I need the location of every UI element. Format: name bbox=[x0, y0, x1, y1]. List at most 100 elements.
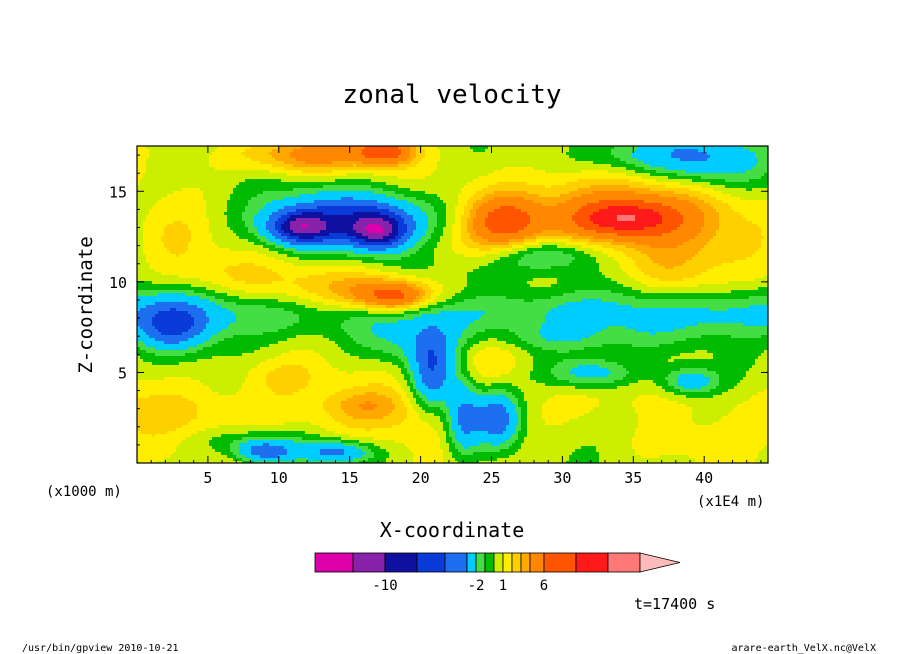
field-cell bbox=[233, 167, 236, 170]
field-cell bbox=[599, 179, 602, 182]
field-cell bbox=[527, 203, 530, 206]
field-cell bbox=[725, 188, 728, 191]
field-cell bbox=[329, 194, 332, 197]
field-cell bbox=[599, 152, 602, 155]
field-cell bbox=[710, 185, 713, 188]
field-cell bbox=[659, 188, 662, 191]
field-cell bbox=[503, 176, 506, 179]
field-cell bbox=[671, 152, 674, 155]
field-cell bbox=[287, 164, 290, 167]
field-cell bbox=[566, 155, 569, 158]
field-cell bbox=[269, 197, 272, 200]
field-cell bbox=[443, 173, 446, 176]
field-cell bbox=[431, 179, 434, 182]
field-cell bbox=[176, 209, 179, 212]
field-cell bbox=[737, 179, 740, 182]
field-cell bbox=[698, 206, 701, 209]
field-cell bbox=[386, 164, 389, 167]
field-cell bbox=[617, 206, 620, 209]
field-cell bbox=[707, 197, 710, 200]
field-cell bbox=[623, 197, 626, 200]
field-cell bbox=[533, 149, 536, 152]
field-cell bbox=[344, 170, 347, 173]
field-cell bbox=[206, 209, 209, 212]
field-cell bbox=[467, 173, 470, 176]
field-cell bbox=[407, 152, 410, 155]
field-cell bbox=[419, 203, 422, 206]
field-cell bbox=[299, 149, 302, 152]
field-cell bbox=[413, 215, 416, 218]
field-cell bbox=[548, 215, 551, 218]
field-cell bbox=[764, 179, 767, 182]
field-cell bbox=[194, 158, 197, 161]
field-cell bbox=[257, 161, 260, 164]
field-cell bbox=[200, 191, 203, 194]
field-cell bbox=[230, 164, 233, 167]
field-cell bbox=[449, 173, 452, 176]
field-cell bbox=[272, 209, 275, 212]
field-cell bbox=[734, 152, 737, 155]
field-cell bbox=[191, 173, 194, 176]
field-cell bbox=[719, 170, 722, 173]
field-cell bbox=[335, 149, 338, 152]
field-cell bbox=[446, 191, 449, 194]
field-cell bbox=[536, 200, 539, 203]
field-cell bbox=[335, 194, 338, 197]
field-cell bbox=[446, 149, 449, 152]
field-cell bbox=[476, 149, 479, 152]
field-cell bbox=[605, 191, 608, 194]
field-cell bbox=[302, 203, 305, 206]
field-cell bbox=[221, 158, 224, 161]
field-cell bbox=[293, 152, 296, 155]
field-cell bbox=[548, 179, 551, 182]
field-cell bbox=[680, 185, 683, 188]
field-cell bbox=[683, 167, 686, 170]
field-cell bbox=[248, 200, 251, 203]
field-cell bbox=[389, 164, 392, 167]
field-cell bbox=[158, 209, 161, 212]
field-cell bbox=[263, 212, 266, 215]
field-cell bbox=[527, 200, 530, 203]
field-cell bbox=[368, 191, 371, 194]
field-cell bbox=[587, 161, 590, 164]
field-cell bbox=[542, 155, 545, 158]
field-cell bbox=[326, 179, 329, 182]
field-cell bbox=[596, 167, 599, 170]
field-cell bbox=[644, 173, 647, 176]
field-cell bbox=[533, 173, 536, 176]
field-cell bbox=[656, 197, 659, 200]
field-cell bbox=[515, 149, 518, 152]
field-cell bbox=[248, 206, 251, 209]
field-cell bbox=[317, 149, 320, 152]
field-cell bbox=[341, 167, 344, 170]
field-cell bbox=[368, 176, 371, 179]
field-cell bbox=[611, 158, 614, 161]
field-cell bbox=[497, 170, 500, 173]
field-cell bbox=[197, 155, 200, 158]
field-cell bbox=[341, 161, 344, 164]
field-cell bbox=[476, 164, 479, 167]
field-cell bbox=[194, 170, 197, 173]
field-cell bbox=[272, 167, 275, 170]
field-cell bbox=[701, 206, 704, 209]
field-cell bbox=[221, 182, 224, 185]
field-cell bbox=[545, 212, 548, 215]
field-cell bbox=[164, 149, 167, 152]
field-cell bbox=[434, 194, 437, 197]
field-cell bbox=[659, 203, 662, 206]
field-cell bbox=[479, 194, 482, 197]
field-cell bbox=[536, 206, 539, 209]
field-cell bbox=[668, 203, 671, 206]
field-cell bbox=[314, 200, 317, 203]
field-cell bbox=[641, 212, 644, 215]
field-cell bbox=[749, 188, 752, 191]
field-cell bbox=[503, 191, 506, 194]
field-cell bbox=[191, 158, 194, 161]
field-cell bbox=[143, 185, 146, 188]
field-cell bbox=[524, 155, 527, 158]
field-cell bbox=[395, 188, 398, 191]
field-cell bbox=[317, 182, 320, 185]
field-cell bbox=[524, 179, 527, 182]
field-cell bbox=[143, 173, 146, 176]
field-cell bbox=[671, 164, 674, 167]
